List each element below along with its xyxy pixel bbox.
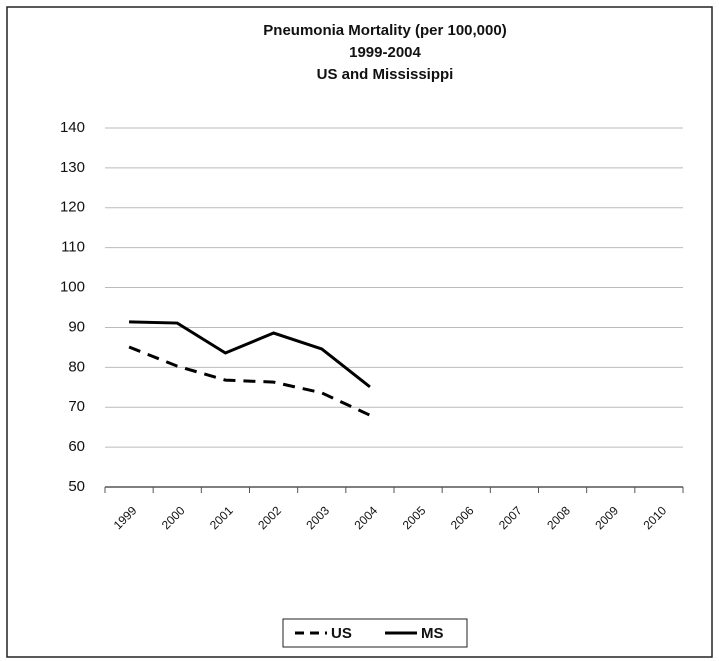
x-tick-label: 2002 xyxy=(255,503,284,532)
x-tick-label: 2000 xyxy=(159,503,188,532)
line-series xyxy=(128,345,371,417)
x-tick-label: 2009 xyxy=(592,503,621,532)
chart-title: Pneumonia Mortality (per 100,000) xyxy=(263,22,506,39)
y-tick-label: 140 xyxy=(60,119,85,136)
chart-subtitle: US and Mississippi xyxy=(317,66,454,83)
x-tick-label: 2006 xyxy=(448,503,477,532)
x-tick-label: 2001 xyxy=(207,503,236,532)
x-tick-label: 2007 xyxy=(496,503,525,532)
line-series xyxy=(129,320,371,389)
x-tick-label: 2008 xyxy=(544,503,573,532)
x-tick-label: 2004 xyxy=(351,503,380,532)
y-tick-label: 70 xyxy=(68,398,85,415)
legend-label: MS xyxy=(421,625,444,642)
x-tick-label: 1999 xyxy=(111,503,140,532)
legend-label: US xyxy=(331,625,352,642)
x-tick-label: 2010 xyxy=(640,503,669,532)
y-tick-label: 100 xyxy=(60,279,85,296)
chart-subtitle: 1999-2004 xyxy=(349,44,421,61)
x-tick-label: 2003 xyxy=(303,503,332,532)
y-tick-label: 80 xyxy=(68,358,85,375)
y-tick-label: 50 xyxy=(68,478,85,495)
y-tick-label: 120 xyxy=(60,199,85,216)
y-tick-label: 60 xyxy=(68,438,85,455)
y-tick-label: 90 xyxy=(68,318,85,335)
chart-border xyxy=(6,6,713,658)
y-tick-label: 110 xyxy=(61,239,85,256)
y-tick-label: 130 xyxy=(60,159,85,176)
x-tick-label: 2005 xyxy=(400,503,429,532)
